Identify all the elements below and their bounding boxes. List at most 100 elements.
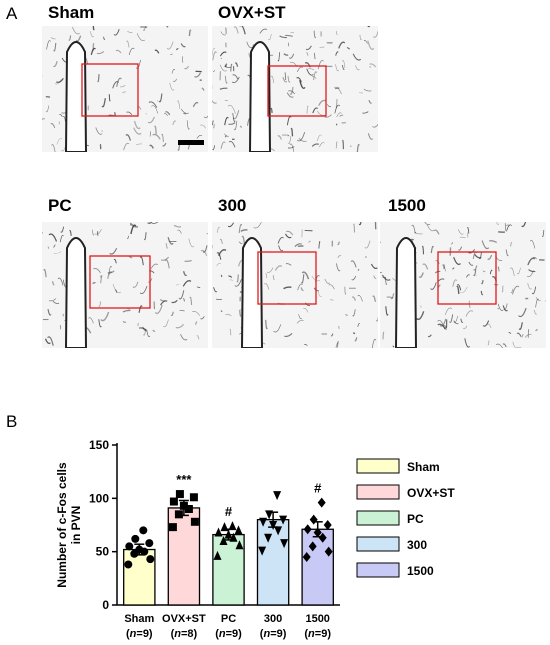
significance-mark: #: [314, 481, 322, 496]
data-point: [145, 539, 154, 548]
chart-data-points: [124, 490, 333, 569]
significance-mark: ***: [176, 472, 192, 487]
data-point: [224, 529, 233, 539]
x-tick-n-label: (n=9): [215, 628, 242, 640]
data-point: [168, 523, 177, 532]
micrograph-sham: [42, 26, 208, 152]
legend-label: PC: [407, 512, 424, 526]
data-point: [302, 552, 311, 562]
c-fos-bar-chart: Number of c-Fos cells in PVN 0 50 100 150 *…: [55, 438, 455, 640]
x-tick-n-label: (n=8): [171, 628, 198, 640]
data-point: [258, 546, 267, 556]
data-point: [213, 550, 222, 560]
data-point: [313, 527, 322, 538]
micrograph-pc: [42, 222, 208, 348]
data-point: [190, 517, 199, 526]
chart-bars: [123, 507, 334, 606]
x-tick-n-label: (n=9): [304, 628, 331, 640]
chart-legend: Sham OVX+ST PC 300 1500: [356, 458, 455, 578]
micrograph-1500: [380, 222, 546, 348]
y-tick-label: 100: [89, 491, 109, 505]
tissue-texture: [212, 26, 378, 152]
data-point: [274, 526, 283, 536]
data-point: [303, 524, 312, 535]
data-point: [184, 505, 193, 513]
data-point: [279, 515, 288, 525]
data-point: [234, 525, 243, 535]
x-tick-label: 1500: [305, 613, 329, 625]
ventricle: [64, 41, 88, 152]
tissue-texture: [212, 222, 378, 348]
y-axis-label-line2: in PVN: [69, 506, 83, 545]
image-label-300: 300: [218, 196, 247, 215]
legend-label: Sham: [407, 460, 440, 474]
image-label-sham: Sham: [48, 3, 95, 22]
micrograph-300: [212, 222, 378, 348]
x-tick-n-label: (n=9): [126, 628, 153, 640]
data-point: [169, 497, 178, 506]
bar-1500: [301, 528, 334, 606]
data-point: [220, 522, 229, 532]
legend-swatch: [356, 510, 400, 526]
significance-mark: #: [225, 504, 233, 519]
data-point: [269, 521, 278, 530]
ventricle: [248, 41, 272, 152]
data-point: [214, 527, 223, 537]
y-tick-label: 50: [96, 545, 110, 559]
data-point: [174, 510, 183, 519]
panel-b-letter: B: [6, 412, 18, 431]
y-axis-label: Number of c-Fos cells in PVN: [55, 462, 83, 588]
data-point: [259, 517, 268, 527]
data-point: [219, 536, 228, 545]
data-point: [179, 501, 188, 510]
x-tick-label: OVX+ST: [162, 613, 206, 625]
micrograph-ovx-st: [212, 26, 378, 152]
chart-significance-marks: *** # #: [176, 472, 322, 519]
x-tick-label: Sham: [124, 613, 154, 625]
ventricle: [240, 237, 264, 348]
bar-300: [256, 519, 290, 606]
pvn-roi-box: [81, 63, 139, 117]
image-label-1500: 1500: [388, 196, 426, 215]
data-point: [235, 540, 244, 550]
legend-label: OVX+ST: [407, 486, 455, 500]
y-tick-label: 0: [102, 598, 109, 612]
data-point: [324, 546, 333, 557]
data-point: [146, 555, 155, 564]
data-point: [273, 491, 282, 501]
data-point: [139, 526, 148, 535]
tissue-texture: [42, 222, 208, 346]
data-point: [265, 510, 274, 520]
data-point: [228, 521, 237, 531]
panel-a-letter: A: [6, 4, 18, 23]
image-label-pc: PC: [48, 196, 72, 215]
legend-swatch: [356, 536, 400, 552]
data-point: [229, 532, 238, 542]
scale-bar: [178, 140, 204, 145]
ventricle: [394, 237, 418, 348]
data-point: [318, 532, 327, 543]
pvn-roi-box: [437, 251, 497, 305]
data-point: [124, 560, 133, 569]
pvn-roi-box: [257, 251, 317, 305]
pvn-roi-box: [267, 65, 327, 117]
legend-swatch: [356, 562, 400, 578]
data-point: [135, 545, 144, 554]
chart-x-labels: Sham (n=9) OVX+ST (n=8) PC (n=9) 300 (n=9) 1500 (…: [124, 613, 331, 640]
data-point: [280, 539, 289, 549]
legend-label: 300: [407, 538, 427, 552]
data-point: [175, 490, 184, 499]
y-tick-label: 150: [89, 438, 109, 452]
tissue-texture: [42, 26, 208, 152]
data-point: [323, 520, 332, 530]
x-tick-label: 300: [264, 613, 282, 625]
pvn-roi-box: [89, 255, 151, 309]
legend-swatch: [356, 484, 400, 500]
legend-swatch: [356, 458, 400, 474]
y-axis-label-line1: Number of c-Fos cells: [55, 462, 69, 588]
ventricle: [64, 237, 88, 348]
x-tick-n-label: (n=9): [260, 628, 287, 640]
data-point: [125, 542, 134, 551]
data-point: [309, 514, 318, 525]
data-point: [317, 497, 326, 508]
